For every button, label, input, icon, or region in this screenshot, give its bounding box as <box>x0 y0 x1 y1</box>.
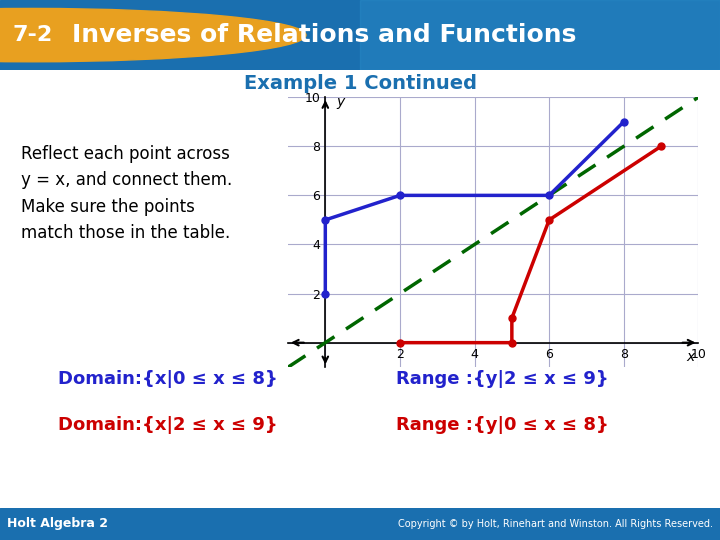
Text: Domain:{x|2 ≤ x ≤ 9}: Domain:{x|2 ≤ x ≤ 9} <box>58 416 277 434</box>
Text: x: x <box>687 350 695 365</box>
Text: Holt Algebra 2: Holt Algebra 2 <box>7 517 108 530</box>
Text: Inverses of Relations and Functions: Inverses of Relations and Functions <box>72 23 577 47</box>
Text: y: y <box>336 95 344 109</box>
Text: Reflect each point across
y = x, and connect them.
Make sure the points
match th: Reflect each point across y = x, and con… <box>21 145 232 242</box>
Text: 7-2: 7-2 <box>12 25 53 45</box>
Text: Range :{y|2 ≤ x ≤ 9}: Range :{y|2 ≤ x ≤ 9} <box>396 370 608 388</box>
Text: Domain:{x|0 ≤ x ≤ 8}: Domain:{x|0 ≤ x ≤ 8} <box>58 370 277 388</box>
Bar <box>360 0 720 70</box>
Text: Range :{y|0 ≤ x ≤ 8}: Range :{y|0 ≤ x ≤ 8} <box>396 416 608 434</box>
Text: Copyright © by Holt, Rinehart and Winston. All Rights Reserved.: Copyright © by Holt, Rinehart and Winsto… <box>397 519 713 529</box>
Circle shape <box>0 9 306 62</box>
Text: Example 1 Continued: Example 1 Continued <box>243 74 477 93</box>
